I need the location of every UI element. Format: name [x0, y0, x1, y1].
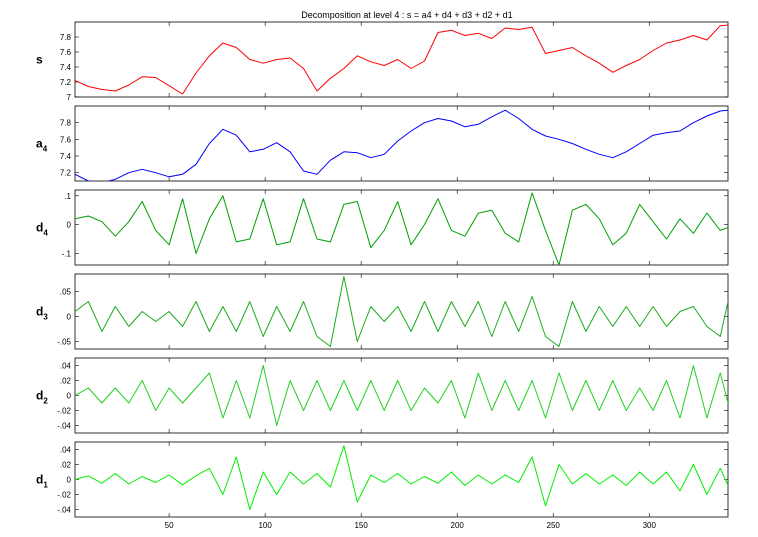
panel-d4-series-line [75, 192, 728, 265]
panel-d1-ytick-label: .02 [60, 461, 72, 470]
x-tick-label: 100 [258, 521, 272, 530]
panel-a4-ytick-label: 7.2 [60, 169, 72, 178]
panel-d1-ytick-label: .04 [60, 446, 72, 455]
panel-d1-ytick-label: 0 [67, 476, 72, 485]
panel-s-series-line [75, 24, 728, 95]
panel-d4-ytick-label: .1 [64, 192, 71, 201]
panels-group: 7 7.2 7.4 7.6 7.8 s 7.2 7.4 7.6 7.8 a4 -.1 0 .1 d4 -.05… [36, 21, 729, 530]
panel-d4: -.1 0 .1 d4 [36, 189, 729, 266]
panel-d4-ytick-label: 0 [67, 221, 72, 230]
panel-d4-axes [74, 189, 729, 266]
panel-d2-ytick-label: -.04 [57, 422, 71, 431]
x-tick-label: 150 [354, 521, 368, 530]
x-tick-label: 200 [451, 521, 465, 530]
panel-d2-ytick-label: .02 [60, 377, 72, 386]
panel-a4-axes [74, 105, 729, 182]
panel-a4-ytick-label: 7.6 [60, 135, 72, 144]
panel-s-axes [74, 21, 729, 98]
panel-d3-label-subscript: 3 [43, 313, 48, 322]
panel-d3-label: d3 [36, 305, 48, 322]
panel-d3: -.05 0 .05 d3 [36, 273, 729, 350]
panel-d2-axes [74, 357, 729, 434]
panel-d3-ytick-label: .05 [60, 288, 72, 297]
panel-s-ytick-label: 7 [67, 93, 72, 102]
panel-d3-series-line [75, 276, 728, 347]
panel-a4-series-line [75, 109, 728, 181]
panel-d3-ytick-label: 0 [67, 313, 72, 322]
x-tick-label: 300 [643, 521, 657, 530]
panel-s-ytick-label: 7.8 [60, 33, 72, 42]
panel-d2-ytick-label: -.02 [57, 407, 71, 416]
x-tick-label: 250 [547, 521, 561, 530]
panel-d2-ytick-label: 0 [67, 392, 72, 401]
panel-d2-label-subscript: 2 [43, 397, 48, 406]
panel-d1: -.04 -.02 0 .02 .04 50 100 150 200 250 300 d1 [36, 441, 729, 530]
panel-d1-axes [74, 441, 729, 518]
panel-d2-label: d2 [36, 389, 48, 406]
x-tick-label: 50 [165, 521, 174, 530]
panel-a4-label-subscript: 4 [43, 145, 48, 154]
panel-s-label: s [36, 53, 43, 67]
panel-d2-ytick-label: .04 [60, 362, 72, 371]
panel-d2: -.04 -.02 0 .02 .04 d2 [36, 357, 729, 434]
panel-a4-label: a4 [36, 137, 48, 154]
panel-d4-label: d4 [36, 221, 48, 238]
figure-title: Decomposition at level 4 : s = a4 + d4 +… [301, 10, 512, 20]
panel-s-ytick-label: 7.4 [60, 63, 72, 72]
panel-d1-label-subscript: 1 [43, 481, 48, 490]
panel-s-ytick-label: 7.6 [60, 48, 72, 57]
panel-a4-ytick-label: 7.4 [60, 152, 72, 161]
panel-d1-series-line [75, 445, 728, 510]
panel-a4: 7.2 7.4 7.6 7.8 a4 [36, 105, 729, 182]
panel-d1-label: d1 [36, 473, 48, 490]
panel-s: 7 7.2 7.4 7.6 7.8 s [36, 21, 729, 102]
panel-d4-ytick-label: -.1 [62, 249, 72, 258]
panel-d2-series-line [75, 365, 728, 426]
panel-a4-ytick-label: 7.8 [60, 119, 72, 128]
panel-d1-ytick-label: -.04 [57, 506, 71, 515]
panel-d3-ytick-label: -.05 [57, 338, 71, 347]
panel-d1-ytick-label: -.02 [57, 491, 71, 500]
panel-d3-axes [74, 273, 729, 350]
panel-s-ytick-label: 7.2 [60, 78, 72, 87]
panel-d4-label-subscript: 4 [43, 229, 48, 238]
